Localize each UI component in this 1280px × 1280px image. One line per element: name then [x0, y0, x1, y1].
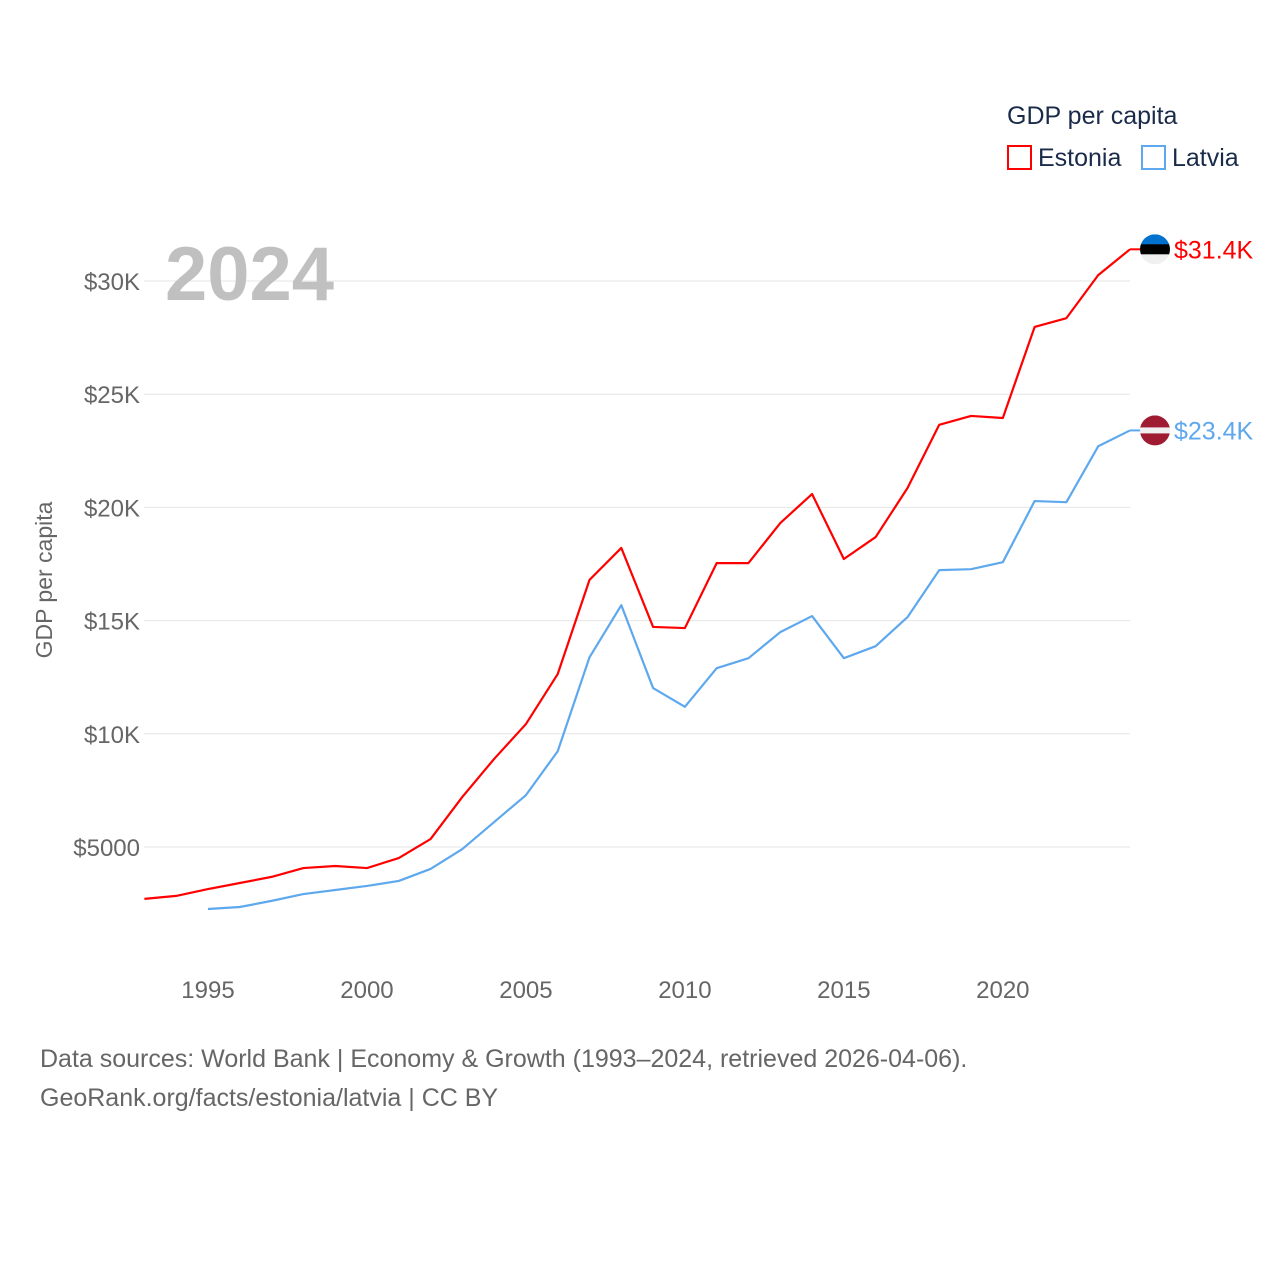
- series-line-latvia: [207, 429, 1131, 911]
- legend: GDP per capita Estonia Latvia: [1007, 102, 1239, 172]
- legend-label-estonia[interactable]: Estonia: [1038, 144, 1121, 172]
- flag-stripe: [1140, 433, 1170, 446]
- x-tick-label: 2020: [976, 977, 1029, 1004]
- legend-title: GDP per capita: [1007, 102, 1178, 130]
- x-tick-label: 2000: [340, 977, 393, 1004]
- latvia-flag-icon: [1140, 415, 1170, 446]
- flag-stripe: [1140, 234, 1170, 245]
- attribution: GeoRank.org/facts/estonia/latvia | CC BY: [40, 1084, 499, 1112]
- legend-swatch-estonia: [1007, 145, 1032, 170]
- series-line-estonia: [144, 248, 1131, 900]
- y-tick-label: $30K: [84, 269, 140, 296]
- legend-label-latvia[interactable]: Latvia: [1172, 144, 1239, 172]
- y-axis-label: GDP per capita: [31, 501, 57, 658]
- end-value-label-estonia: $31.4K: [1174, 236, 1254, 264]
- y-tick-label: $25K: [84, 382, 140, 409]
- legend-swatch-latvia: [1141, 145, 1166, 170]
- y-tick-label: $10K: [84, 722, 140, 749]
- year-label: 2024: [165, 232, 334, 317]
- flag-stripe: [1140, 427, 1170, 434]
- flag-stripe: [1140, 254, 1170, 265]
- estonia-flag-icon: [1140, 234, 1170, 265]
- end-value-label-latvia: $23.4K: [1174, 417, 1254, 445]
- y-tick-label: $15K: [84, 609, 140, 636]
- flag-stripe: [1140, 415, 1170, 428]
- x-tick-label: 1995: [181, 977, 234, 1004]
- flag-stripe: [1140, 244, 1170, 255]
- x-tick-label: 2010: [658, 977, 711, 1004]
- x-tick-label: 2005: [499, 977, 552, 1004]
- y-tick-label: $5000: [73, 835, 140, 862]
- y-tick-label: $20K: [84, 495, 140, 522]
- data-sources: Data sources: World Bank | Economy & Gro…: [40, 1045, 968, 1073]
- x-tick-label: 2015: [817, 977, 870, 1004]
